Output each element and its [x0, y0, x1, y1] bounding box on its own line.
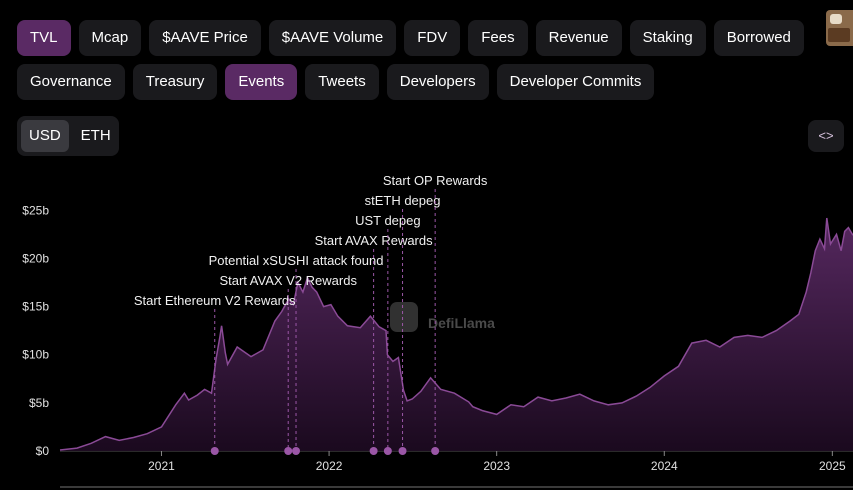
tab-fdv[interactable]: FDV — [404, 20, 461, 56]
y-tick-label: $25b — [22, 203, 49, 217]
tab-tweets[interactable]: Tweets — [305, 64, 379, 100]
tab-governance[interactable]: Governance — [17, 64, 125, 100]
x-tick-label: 2025 — [819, 459, 846, 473]
x-tick-label: 2023 — [483, 459, 510, 473]
currency-eth-button[interactable]: ETH — [80, 127, 111, 144]
tab-aave-volume[interactable]: $AAVE Volume — [268, 20, 397, 56]
watermark-text: DefiLlama — [428, 315, 495, 331]
x-tick-label: 2022 — [316, 459, 343, 473]
avatar-shadow — [828, 28, 850, 42]
avatar-highlight — [830, 14, 842, 24]
currency-toggle: USD ETH — [17, 116, 119, 156]
tab-developers[interactable]: Developers — [386, 64, 489, 100]
event-label: Start OP Rewards — [383, 173, 488, 188]
tab-fees[interactable]: Fees — [468, 20, 528, 56]
event-label: Potential xSUSHI attack found — [209, 253, 384, 268]
x-axis: 2021 2022 2023 2024 2025 — [148, 451, 846, 473]
embed-code-button[interactable]: <> — [808, 120, 844, 152]
tab-aave-price[interactable]: $AAVE Price — [149, 20, 261, 56]
tab-events[interactable]: Events — [225, 64, 298, 100]
event-label: Start AVAX Rewards — [315, 233, 434, 248]
tab-developer-commits[interactable]: Developer Commits — [496, 64, 655, 100]
event-marker — [431, 447, 440, 455]
tvl-area-fill — [60, 218, 853, 451]
tab-mcap[interactable]: Mcap — [78, 20, 142, 56]
y-tick-label: $0 — [36, 444, 50, 458]
currency-usd-button[interactable]: USD — [21, 120, 69, 152]
event-marker — [292, 447, 301, 455]
llama-logo-icon — [390, 302, 418, 332]
defillama-watermark: DefiLlama — [390, 302, 495, 332]
metric-tabs-row-2: Governance Treasury Events Tweets Develo… — [17, 64, 655, 100]
event-marker — [383, 447, 392, 455]
tab-tvl[interactable]: TVL — [17, 20, 71, 56]
y-tick-label: $15b — [22, 300, 49, 314]
event-marker — [210, 447, 219, 455]
x-tick-label: 2024 — [651, 459, 678, 473]
tab-revenue[interactable]: Revenue — [535, 20, 622, 56]
event-label: stETH depeg — [365, 193, 441, 208]
tab-staking[interactable]: Staking — [629, 20, 706, 56]
event-label: Start AVAX V2 Rewards — [219, 273, 357, 288]
event-marker — [398, 447, 407, 455]
user-avatar[interactable] — [826, 10, 853, 46]
event-label: Start Ethereum V2 Rewards — [134, 293, 296, 308]
tvl-events-chart: $0$5b$10b$15b$20b$25b 2021 2022 2023 2024 20… — [22, 173, 853, 473]
event-marker — [284, 447, 293, 455]
y-tick-label: $10b — [22, 348, 49, 362]
chart-bottom-divider — [60, 486, 853, 488]
metric-tabs-row-1: TVL Mcap $AAVE Price $AAVE Volume FDV Fe… — [17, 20, 804, 56]
x-tick-label: 2021 — [148, 459, 175, 473]
tvl-series-line — [59, 217, 853, 451]
tab-treasury[interactable]: Treasury — [132, 64, 218, 100]
event-markers: Start Ethereum V2 Rewards Start AVAX V2 R… — [134, 173, 488, 455]
y-tick-label: $20b — [22, 251, 49, 265]
event-marker — [369, 447, 378, 455]
tvl-area — [59, 217, 853, 451]
event-label: UST depeg — [355, 213, 421, 228]
tab-borrowed[interactable]: Borrowed — [713, 20, 804, 56]
y-tick-label: $5b — [29, 396, 49, 410]
